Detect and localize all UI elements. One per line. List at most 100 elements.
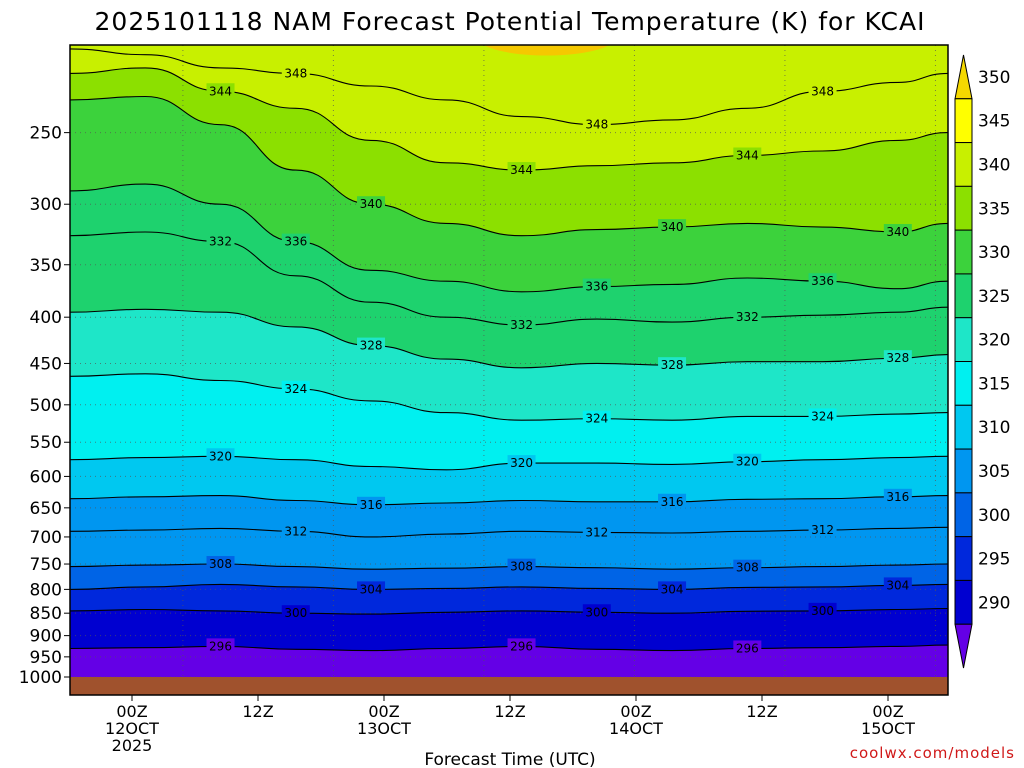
contour-label-348-2: 348 [811, 84, 834, 98]
contour-label-304-0: 304 [360, 582, 383, 596]
x-tick-label-4-1: 00Z [620, 702, 651, 721]
contour-label-312-1: 312 [585, 525, 608, 539]
contour-label-308-2: 308 [736, 561, 759, 575]
contour-label-bg-320-0 [206, 448, 235, 463]
colorbar-label-295: 295 [978, 550, 1010, 570]
colorbar-segment-12 [954, 579, 973, 625]
colorbar-segment-11 [954, 536, 973, 581]
x-tick-label-0-1: 00Z [116, 702, 147, 721]
colorbar-segment-5 [954, 273, 973, 319]
contour-label-308-0: 308 [209, 557, 232, 571]
y-tick-label-800: 800 [30, 580, 62, 600]
colorbar-segment-4 [954, 229, 973, 275]
contour-label-bg-332-1 [507, 316, 536, 331]
y-tick-label-550: 550 [30, 433, 62, 453]
contour-label-320-0: 320 [209, 449, 232, 463]
contour-label-312-0: 312 [284, 524, 307, 538]
contour-label-296-1: 296 [510, 639, 533, 653]
colorbar-segment-3 [954, 185, 973, 231]
contour-label-bg-340-1 [658, 219, 687, 234]
colorbar-segment-8 [954, 404, 973, 450]
contour-label-312-2: 312 [811, 523, 834, 537]
contour-label-bg-332-2 [733, 309, 762, 324]
contour-label-bg-336-1 [582, 278, 611, 293]
colorbar: 350 345 340 335 330 325 320 315 310 305 300 295 290 [954, 54, 1010, 669]
colorbar-segment-10 [954, 492, 973, 538]
colorbar-segment-13 [954, 623, 973, 669]
colorbar-label-340: 340 [978, 155, 1010, 175]
colorbar-label-290: 290 [978, 593, 1010, 613]
contour-label-bg-320-1 [507, 455, 536, 470]
y-tick-label-350: 350 [30, 256, 62, 276]
x-tick-label-4-2: 14OCT [609, 719, 663, 738]
contour-label-bg-300-0 [281, 605, 310, 620]
colorbar-label-315: 315 [978, 374, 1010, 394]
contour-label-bg-296-0 [206, 638, 235, 653]
contour-label-bg-312-2 [808, 522, 837, 537]
y-tick-label-500: 500 [30, 396, 62, 416]
contour-label-bg-340-0 [357, 196, 386, 211]
y-axis: 250 300 350 400 450 500 550 600 650 700 750 800 850 9… [19, 124, 70, 688]
contour-label-bg-316-2 [883, 488, 912, 503]
contour-label-bg-316-1 [658, 493, 687, 508]
x-tick-label-6-2: 15OCT [861, 719, 915, 738]
contour-line-304 [69, 583, 949, 590]
contour-label-bg-324-1 [582, 410, 611, 425]
contour-label-340-2: 340 [886, 225, 909, 239]
colorbar-label-325: 325 [978, 287, 1010, 307]
contour-label-bg-320-2 [733, 453, 762, 468]
colorbar-segment-1 [954, 98, 973, 144]
y-tick-label-650: 650 [30, 499, 62, 519]
contour-label-324-2: 324 [811, 409, 834, 423]
contour-label-336-2: 336 [811, 274, 834, 288]
contour-label-bg-328-0 [357, 337, 386, 352]
contour-label-bg-324-2 [808, 408, 837, 423]
colorbar-segment-2 [954, 142, 973, 187]
contour-label-bg-308-2 [733, 559, 762, 574]
contour-label-340-0: 340 [360, 197, 383, 211]
y-tick-label-1000: 1000 [19, 668, 62, 688]
contour-label-328-0: 328 [360, 339, 383, 353]
y-tick-label-300: 300 [30, 195, 62, 215]
contour-label-bg-296-2 [733, 640, 762, 655]
contour-label-bg-312-1 [582, 524, 611, 539]
contour-label-332-2: 332 [736, 310, 759, 324]
contour-label-344-1: 344 [510, 163, 533, 177]
colorbar-label-320: 320 [978, 331, 1010, 351]
fill-band-350 [483, 45, 610, 56]
x-tick-label-3-1: 12Z [494, 702, 525, 721]
contour-label-304-2: 304 [886, 578, 909, 592]
colorbar-segment-7 [954, 361, 973, 406]
contour-line-340 [69, 95, 949, 237]
contour-label-316-2: 316 [886, 490, 909, 504]
contour-label-bg-296-1 [507, 638, 536, 653]
chart-title: 2025101118 NAM Forecast Potential Temper… [95, 7, 926, 36]
contour-label-bg-348-2 [808, 83, 837, 98]
contour-label-bg-308-1 [507, 558, 536, 573]
x-tick-label-1-1: 12Z [242, 702, 273, 721]
colorbar-segment-9 [954, 448, 973, 494]
contour-label-bg-312-0 [281, 523, 310, 538]
colorbar-label-335: 335 [978, 199, 1010, 219]
x-axis-title: Forecast Time (UTC) [424, 750, 595, 768]
contour-label-320-2: 320 [736, 455, 759, 469]
contour-label-308-1: 308 [510, 560, 533, 574]
colorbar-label-305: 305 [978, 462, 1010, 482]
contour-label-300-0: 300 [284, 606, 307, 620]
contour-label-bg-328-2 [883, 350, 912, 365]
colorbar-label-300: 300 [978, 506, 1010, 526]
contour-label-bg-336-2 [808, 273, 837, 288]
contour-label-300-1: 300 [585, 605, 608, 619]
contour-label-296-2: 296 [736, 642, 759, 656]
x-tick-label-0-2: 12OCT [105, 719, 159, 738]
colorbar-label-330: 330 [978, 243, 1010, 263]
contour-label-bg-304-0 [357, 581, 386, 596]
contour-label-304-1: 304 [661, 582, 684, 596]
contour-label-296-0: 296 [209, 639, 232, 653]
contour-label-328-2: 328 [886, 351, 909, 365]
y-tick-label-750: 750 [30, 555, 62, 575]
y-tick-label-850: 850 [30, 604, 62, 624]
contour-labels: 296 296 296 300 300 300 304 304 304 308 308 308 312 3… [206, 65, 912, 656]
